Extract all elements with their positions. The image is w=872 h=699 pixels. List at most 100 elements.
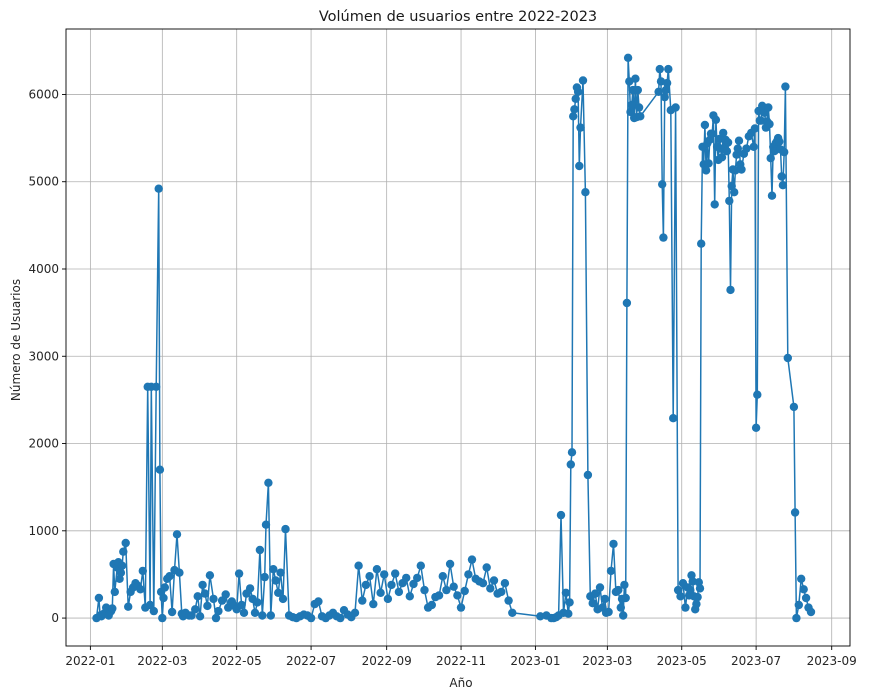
data-point bbox=[564, 609, 573, 618]
data-point bbox=[460, 586, 469, 596]
data-point bbox=[250, 608, 260, 617]
y-tick-label: 2000 bbox=[28, 437, 59, 451]
data-point bbox=[255, 545, 265, 555]
data-point bbox=[165, 572, 174, 581]
x-axis-label: Año bbox=[449, 676, 472, 690]
data-point bbox=[271, 576, 280, 585]
data-point bbox=[281, 524, 290, 534]
data-point bbox=[591, 589, 600, 598]
data-point bbox=[655, 64, 664, 74]
data-point bbox=[354, 561, 363, 570]
data-point bbox=[711, 115, 721, 125]
data-point bbox=[209, 594, 218, 604]
data-point bbox=[717, 153, 727, 162]
data-point bbox=[117, 561, 127, 570]
x-tick-label: 2022-07 bbox=[286, 654, 336, 668]
data-point bbox=[627, 100, 636, 110]
data-point bbox=[654, 87, 663, 97]
data-point bbox=[276, 568, 285, 577]
data-point bbox=[172, 530, 182, 539]
data-point bbox=[269, 565, 278, 574]
data-point bbox=[193, 592, 202, 601]
data-point bbox=[175, 568, 184, 577]
data-point bbox=[391, 569, 400, 578]
x-tick-label: 2023-01 bbox=[510, 654, 560, 668]
y-tick-label: 5000 bbox=[28, 175, 59, 189]
data-point bbox=[609, 539, 618, 549]
data-point bbox=[274, 588, 283, 597]
data-point bbox=[719, 128, 728, 138]
data-point bbox=[780, 147, 789, 157]
data-point bbox=[489, 576, 499, 585]
data-point bbox=[633, 85, 642, 95]
y-tick-label: 3000 bbox=[28, 349, 59, 363]
data-point bbox=[693, 592, 702, 602]
data-point bbox=[478, 579, 488, 588]
data-point bbox=[211, 613, 221, 623]
data-point bbox=[575, 161, 584, 171]
data-point bbox=[730, 188, 739, 197]
data-point bbox=[160, 583, 169, 592]
plot-frame bbox=[65, 28, 851, 647]
data-point bbox=[500, 579, 510, 588]
data-point bbox=[278, 594, 288, 604]
data-point bbox=[726, 285, 735, 295]
data-point bbox=[671, 103, 680, 112]
data-point bbox=[781, 82, 790, 91]
data-point bbox=[556, 510, 566, 520]
data-point bbox=[753, 390, 762, 399]
data-point bbox=[616, 603, 625, 612]
data-point bbox=[695, 584, 705, 593]
data-point bbox=[380, 570, 389, 579]
data-point bbox=[187, 611, 196, 620]
x-tick-label: 2022-05 bbox=[212, 654, 262, 668]
data-point bbox=[136, 585, 145, 594]
data-point bbox=[764, 103, 773, 112]
data-point bbox=[751, 423, 761, 432]
data-point bbox=[413, 573, 422, 583]
data-point bbox=[701, 166, 711, 175]
data-point bbox=[806, 607, 816, 617]
data-point bbox=[604, 607, 613, 617]
data-point bbox=[797, 574, 806, 583]
data-point bbox=[486, 584, 495, 593]
data-point bbox=[715, 134, 724, 144]
data-point bbox=[595, 583, 605, 592]
y-tick-label: 0 bbox=[51, 611, 59, 625]
data-point bbox=[621, 593, 630, 603]
data-point bbox=[765, 119, 774, 129]
y-tick-label: 6000 bbox=[28, 87, 59, 101]
data-point bbox=[108, 604, 117, 613]
data-point bbox=[588, 599, 597, 608]
data-point bbox=[119, 547, 128, 556]
y-axis-label: Número de Usuarios bbox=[9, 279, 23, 401]
data-point bbox=[239, 608, 249, 617]
data-point bbox=[358, 596, 367, 605]
x-tick-label: 2023-07 bbox=[731, 654, 781, 668]
data-point bbox=[234, 569, 244, 578]
data-point bbox=[676, 592, 685, 601]
data-point bbox=[445, 559, 455, 569]
x-axis: 2022-01 2022-03 2022-05 2022-07 2022-09 2022-… bbox=[65, 646, 857, 668]
data-point bbox=[409, 579, 418, 589]
data-point bbox=[149, 606, 158, 616]
data-point bbox=[566, 460, 575, 469]
data-point bbox=[453, 591, 462, 600]
data-point bbox=[237, 600, 246, 610]
data-point bbox=[573, 87, 583, 97]
data-point bbox=[376, 588, 385, 597]
chart-title: Volúmen de usuarios entre 2022-2023 bbox=[319, 9, 597, 25]
data-point bbox=[258, 611, 267, 620]
data-point bbox=[191, 605, 200, 614]
data-point bbox=[704, 159, 713, 168]
data-point bbox=[306, 613, 316, 623]
data-point bbox=[198, 580, 207, 590]
data-point bbox=[777, 172, 786, 181]
data-point bbox=[742, 144, 751, 153]
data-point bbox=[195, 612, 205, 621]
data-point bbox=[124, 602, 133, 611]
data-point bbox=[158, 613, 167, 623]
data-point bbox=[790, 508, 800, 517]
data-point bbox=[155, 465, 165, 474]
data-point bbox=[631, 74, 640, 83]
